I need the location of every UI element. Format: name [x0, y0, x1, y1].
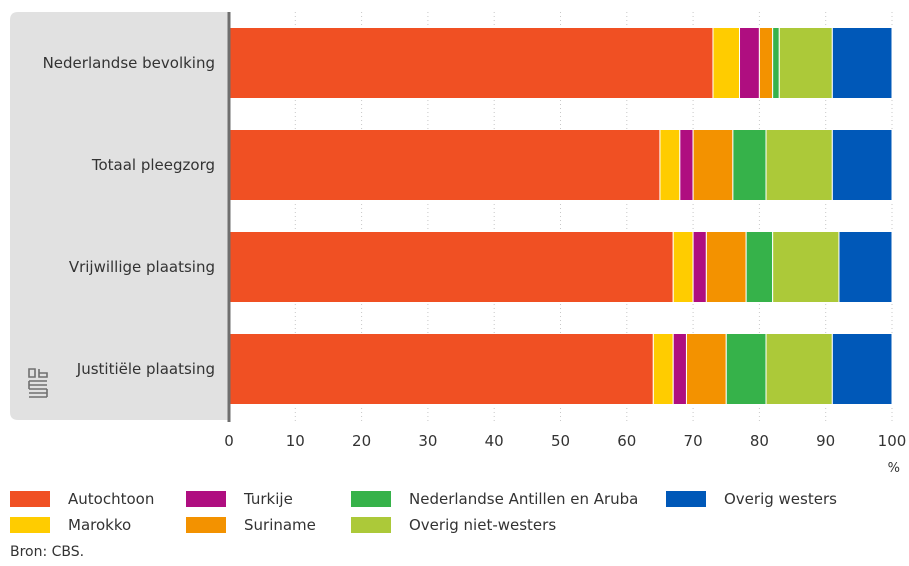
legend-item-turkije: Turkije: [186, 488, 293, 510]
legend-label-turkije: Turkije: [244, 490, 293, 508]
bar-nederlandse-bevolking-overig-niet-westers: [778, 27, 833, 99]
legend-label-nederlandse-antillen-en-aruba: Nederlandse Antillen en Aruba: [409, 490, 639, 508]
x-tick-label-0: 0: [224, 432, 234, 450]
x-axis-tick-labels: 0 10 20 30 40 50 60 70 80 90 100: [224, 432, 906, 450]
bar-totaal-pleegzorg-nederlandse-antillen-en-aruba: [732, 129, 767, 201]
bar-nederlandse-bevolking-overig-westers: [831, 27, 893, 99]
x-tick-label-50: 50: [551, 432, 570, 450]
bar-justitiele-plaatsing-overig-westers: [831, 333, 893, 405]
cbs-logo-icon: [28, 368, 48, 398]
bar-vrijwillige-plaatsing-nederlandse-antillen-en-aruba: [745, 231, 774, 303]
legend-item-overig-niet-westers: Overig niet-westers: [351, 514, 556, 536]
category-label-panel: [10, 12, 229, 420]
bar-totaal-pleegzorg-turkije: [679, 129, 694, 201]
x-tick-label-20: 20: [352, 432, 371, 450]
legend-swatch-marokko: [10, 517, 50, 533]
x-tick-label-10: 10: [286, 432, 305, 450]
bar-totaal-pleegzorg-overig-niet-westers: [765, 129, 833, 201]
legend-swatch-suriname: [186, 517, 226, 533]
legend-label-autochtoon: Autochtoon: [68, 490, 155, 508]
bar-totaal-pleegzorg-suriname: [692, 129, 734, 201]
category-label-vrijwillige-plaatsing: Vrijwillige plaatsing: [69, 258, 215, 276]
bars: [228, 27, 893, 405]
x-axis-unit-label: %: [888, 461, 900, 476]
x-tick-label-30: 30: [418, 432, 437, 450]
bar-vrijwillige-plaatsing-turkije: [692, 231, 707, 303]
bar-nederlandse-bevolking-marokko: [712, 27, 741, 99]
x-tick-label-60: 60: [617, 432, 636, 450]
legend: Autochtoon Marokko Turkije Suriname Nede…: [10, 488, 900, 548]
category-label-totaal-pleegzorg: Totaal pleegzorg: [91, 156, 215, 174]
legend-item-suriname: Suriname: [186, 514, 316, 536]
bar-vrijwillige-plaatsing-overig-westers: [838, 231, 893, 303]
legend-label-marokko: Marokko: [68, 516, 132, 534]
category-labels: Nederlandse bevolking Totaal pleegzorg Vri…: [43, 54, 215, 378]
legend-swatch-nederlandse-antillen-en-aruba: [351, 491, 391, 507]
legend-swatch-overig-westers: [666, 491, 706, 507]
legend-item-marokko: Marokko: [10, 514, 131, 536]
bar-vrijwillige-plaatsing-marokko: [672, 231, 694, 303]
legend-label-overig-niet-westers: Overig niet-westers: [409, 516, 557, 534]
bar-totaal-pleegzorg-autochtoon: [228, 129, 661, 201]
bar-nederlandse-bevolking-turkije: [739, 27, 760, 99]
bar-justitiele-plaatsing-nederlandse-antillen-en-aruba: [725, 333, 767, 405]
bar-justitiele-plaatsing-overig-niet-westers: [765, 333, 833, 405]
bar-vrijwillige-plaatsing-overig-niet-westers: [772, 231, 840, 303]
legend-swatch-overig-niet-westers: [351, 517, 391, 533]
bar-vrijwillige-plaatsing-autochtoon: [228, 231, 674, 303]
x-tick-label-40: 40: [485, 432, 504, 450]
category-label-nederlandse-bevolking: Nederlandse bevolking: [43, 54, 215, 72]
legend-swatch-autochtoon: [10, 491, 50, 507]
bar-totaal-pleegzorg-marokko: [659, 129, 681, 201]
bar-nederlandse-bevolking-nederlandse-antillen-en-aruba: [772, 27, 780, 99]
bar-nederlandse-bevolking-suriname: [758, 27, 774, 99]
bar-justitiele-plaatsing-autochtoon: [228, 333, 654, 405]
bar-justitiele-plaatsing-suriname: [685, 333, 727, 405]
legend-item-autochtoon: Autochtoon: [10, 488, 154, 510]
x-tick-label-80: 80: [750, 432, 769, 450]
x-tick-label-100: 100: [878, 432, 907, 450]
bar-totaal-pleegzorg-overig-westers: [831, 129, 893, 201]
legend-label-suriname: Suriname: [244, 516, 316, 534]
bar-nederlandse-bevolking-autochtoon: [228, 27, 714, 99]
category-label-justitiele-plaatsing: Justitiële plaatsing: [76, 360, 215, 378]
x-tick-label-70: 70: [684, 432, 703, 450]
x-tick-label-90: 90: [816, 432, 835, 450]
legend-label-overig-westers: Overig westers: [724, 490, 837, 508]
bar-justitiele-plaatsing-marokko: [652, 333, 674, 405]
bar-justitiele-plaatsing-turkije: [672, 333, 687, 405]
source-note: Bron: CBS.: [10, 544, 85, 560]
legend-item-nederlandse-antillen-en-aruba: Nederlandse Antillen en Aruba: [351, 488, 638, 510]
bar-vrijwillige-plaatsing-suriname: [705, 231, 747, 303]
legend-item-overig-westers: Overig westers: [666, 488, 837, 510]
legend-swatch-turkije: [186, 491, 226, 507]
